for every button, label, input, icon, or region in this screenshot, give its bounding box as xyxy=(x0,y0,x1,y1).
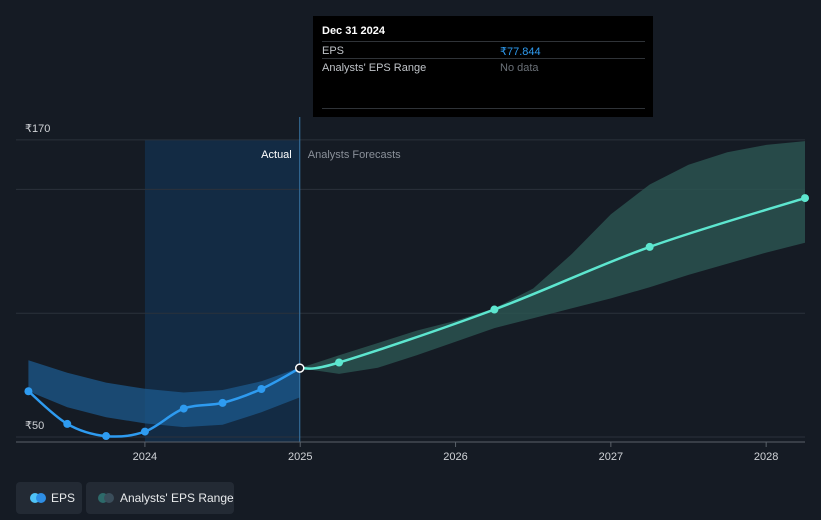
tooltip-range-value: No data xyxy=(500,62,539,74)
eps-point xyxy=(63,419,72,428)
x-tick-label: 2028 xyxy=(754,451,778,463)
tooltip-eps-value: ₹77.844 xyxy=(500,46,541,58)
legend-eps-dot-b xyxy=(36,493,46,503)
actual-label: Actual xyxy=(261,149,292,161)
forecast-point xyxy=(645,242,654,251)
series-points xyxy=(24,194,809,441)
x-tick-label: 2025 xyxy=(288,451,312,463)
hover-tooltip: Dec 31 2024 EPS ₹77.844 Analysts' EPS Ra… xyxy=(313,16,653,117)
x-axis-ticks: 2024 2025 2026 2027 2028 xyxy=(133,442,778,463)
range-bands xyxy=(28,141,805,428)
legend-item-eps-range[interactable]: Analysts' EPS Range xyxy=(86,482,234,514)
x-tick-label: 2027 xyxy=(599,451,623,463)
eps-point xyxy=(295,363,305,373)
tooltip-row-range: Analysts' EPS Range No data xyxy=(322,58,645,77)
y-tick-label: ₹50 xyxy=(25,420,44,432)
forecast-point xyxy=(801,194,809,203)
forecast-point xyxy=(490,305,499,314)
legend-item-eps[interactable]: EPS xyxy=(16,482,82,514)
eps-point xyxy=(140,427,149,436)
forecast-point xyxy=(335,358,344,367)
tooltip-row-eps: EPS ₹77.844 xyxy=(322,41,645,60)
tooltip-divider xyxy=(322,108,645,109)
eps-point xyxy=(257,385,266,394)
tooltip-eps-label: EPS xyxy=(322,45,345,57)
gridlines xyxy=(16,139,805,438)
range-band xyxy=(28,360,300,428)
legend-range-label: Analysts' EPS Range xyxy=(120,491,234,505)
forecast-label: Analysts Forecasts xyxy=(308,149,401,161)
eps-point xyxy=(102,432,111,441)
eps-point xyxy=(24,387,33,396)
legend-eps-dot-a xyxy=(30,493,40,503)
legend-range-dot-b xyxy=(104,493,114,503)
eps-point xyxy=(179,404,188,413)
tooltip-date: Dec 31 2024 xyxy=(322,25,385,37)
legend-eps-label: EPS xyxy=(51,491,76,505)
y-axis-ticks: ₹170 ₹50 xyxy=(25,123,50,432)
legend-range-dot-a xyxy=(98,493,108,503)
eps-point xyxy=(218,398,227,407)
range-band xyxy=(299,141,805,374)
x-tick-label: 2026 xyxy=(443,451,467,463)
tooltip-range-label: Analysts' EPS Range xyxy=(322,62,427,74)
y-tick-label: ₹170 xyxy=(25,123,50,135)
x-tick-label: 2024 xyxy=(133,451,157,463)
